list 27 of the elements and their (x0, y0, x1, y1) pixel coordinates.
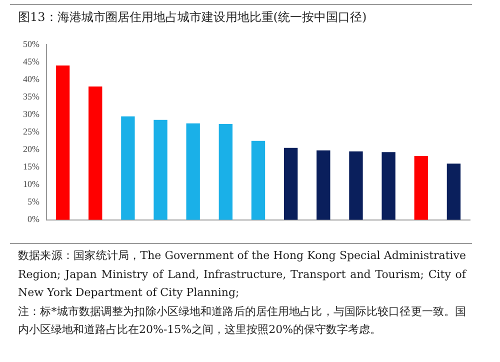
bar (186, 123, 200, 220)
bar (154, 120, 168, 220)
source-note: 数据来源：国家统计局，The Government of the Hong Kong Special Administrative Region; Japan Ministry of Land, Infrastructure, Transport and Tourism; City of New York Department of City Planning; (18, 248, 466, 301)
bar (121, 116, 135, 220)
y-tick-label: 30% (22, 108, 40, 119)
y-tick-label: 40% (22, 74, 40, 84)
bar (284, 148, 298, 220)
bar (316, 150, 330, 220)
chart-title: 图13：海港城市圈居住用地占城市建设用地比重(统一按中国口径) (18, 9, 367, 26)
y-tick-label: 5% (27, 196, 40, 207)
bar (446, 164, 461, 220)
y-tick-label: 45% (22, 56, 40, 66)
text: 注：标*城市数据调整为扣除小区绿地和道路后的居住用地占比，与国际比较口径更一致。国内小区绿地和道路占比在20%-15%之间，这里按照20%的保守数字考虑。 (18, 304, 466, 338)
y-tick-label: 0% (27, 214, 40, 224)
y-tick-label: 50% (22, 38, 40, 49)
y-tick-label: 10% (22, 179, 40, 190)
bar (251, 140, 266, 220)
bar (414, 156, 428, 220)
y-tick-label: 25% (22, 126, 40, 136)
y-tick-label: 20% (22, 144, 40, 154)
y-tick-label: 15% (22, 162, 40, 172)
bar (56, 65, 70, 220)
y-tick-label: 35% (22, 91, 40, 102)
bar (349, 151, 363, 220)
bar (88, 86, 102, 220)
bar (218, 124, 233, 220)
bar (382, 152, 396, 220)
